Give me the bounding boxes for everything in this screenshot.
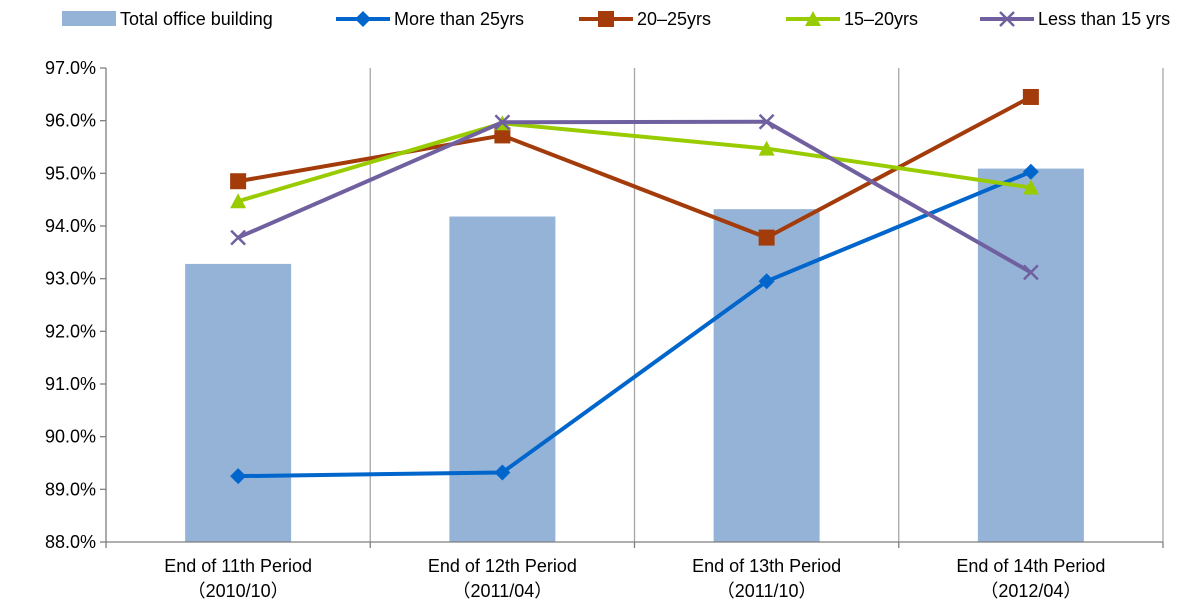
marker-x-stroke bbox=[1022, 264, 1039, 281]
line-series bbox=[230, 163, 1039, 485]
x-tick-label: （2011/04） bbox=[453, 581, 553, 601]
x-tick-label: End of 14th Period bbox=[956, 556, 1105, 576]
marker-square bbox=[598, 11, 614, 27]
marker-diamond bbox=[494, 464, 511, 481]
marker-x-stroke bbox=[230, 229, 247, 246]
legend-label: 20–25yrs bbox=[637, 9, 711, 29]
marker-diamond bbox=[230, 468, 247, 485]
x-tick-label: （2010/10） bbox=[188, 581, 289, 601]
legend-item: Less than 15 yrs bbox=[980, 9, 1170, 29]
marker-square bbox=[1022, 88, 1039, 105]
legend: Total office building More than 25yrs 20–2… bbox=[62, 9, 1170, 29]
marker-diamond bbox=[758, 273, 775, 290]
legend-label: Less than 15 yrs bbox=[1038, 9, 1170, 29]
marker-triangle bbox=[230, 193, 247, 209]
y-tick-label: 96.0% bbox=[45, 111, 96, 131]
gridlines bbox=[369, 68, 1164, 542]
bar bbox=[449, 216, 556, 542]
bar-series bbox=[185, 168, 1084, 543]
x-ticks: End of 11th Period （2010/10） End of 12th P… bbox=[105, 542, 1164, 601]
marker-x bbox=[1022, 264, 1039, 281]
x-tick-label: （2012/04） bbox=[980, 581, 1081, 601]
legend-swatch-bar bbox=[62, 11, 116, 26]
marker-triangle bbox=[1022, 179, 1039, 195]
x-tick-label: End of 12th Period bbox=[428, 556, 577, 576]
y-tick-label: 97.0% bbox=[45, 58, 96, 78]
marker-x-stroke bbox=[758, 113, 775, 130]
marker-square bbox=[230, 173, 247, 190]
series-line bbox=[238, 169, 1032, 479]
y-tick-label: 94.0% bbox=[45, 216, 96, 236]
x-tick-label: （2011/10） bbox=[717, 581, 817, 601]
x-tick-label: End of 11th Period bbox=[164, 556, 312, 576]
marker-triangle bbox=[805, 11, 821, 26]
marker-x bbox=[230, 229, 247, 246]
legend-item: 15–20yrs bbox=[786, 9, 918, 29]
marker-square bbox=[494, 127, 511, 144]
marker-diamond bbox=[1022, 163, 1039, 180]
series-line bbox=[237, 119, 1032, 275]
legend-label: Total office building bbox=[120, 9, 273, 29]
marker-triangle bbox=[758, 140, 775, 156]
legend-label: More than 25yrs bbox=[394, 9, 524, 29]
y-tick-label: 93.0% bbox=[45, 269, 96, 289]
bar bbox=[977, 168, 1084, 543]
y-tick-label: 89.0% bbox=[45, 479, 96, 499]
line-series bbox=[230, 113, 1039, 281]
marker-x bbox=[999, 11, 1015, 27]
y-ticks: 88.0% 89.0% 90.0% 91.0% 92.0% 93.0% 94.0% 95.0%… bbox=[45, 58, 106, 552]
legend-item: More than 25yrs bbox=[336, 9, 524, 29]
legend-item: 20–25yrs bbox=[579, 9, 711, 29]
y-tick-label: 88.0% bbox=[45, 532, 96, 552]
series-line bbox=[237, 121, 1032, 204]
y-tick-label: 91.0% bbox=[45, 374, 96, 394]
y-tick-label: 92.0% bbox=[45, 321, 96, 341]
marker-diamond bbox=[355, 11, 371, 27]
marker-x bbox=[758, 113, 775, 130]
y-tick-label: 90.0% bbox=[45, 427, 96, 447]
marker-x-stroke bbox=[999, 11, 1015, 27]
x-tick-label: End of 13th Period bbox=[692, 556, 841, 576]
marker-x bbox=[494, 114, 511, 131]
bar bbox=[185, 263, 292, 542]
marker-x-stroke bbox=[494, 114, 511, 131]
bar bbox=[713, 209, 820, 542]
legend-label: 15–20yrs bbox=[844, 9, 918, 29]
marker-square bbox=[758, 229, 775, 246]
y-tick-label: 95.0% bbox=[45, 163, 96, 183]
